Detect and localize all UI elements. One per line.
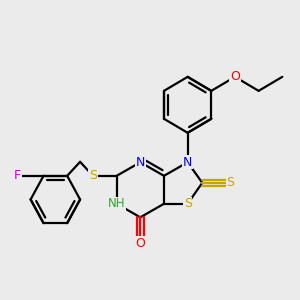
- Text: S: S: [89, 169, 97, 182]
- Text: N: N: [183, 156, 192, 169]
- Text: O: O: [135, 237, 145, 250]
- Text: N: N: [136, 156, 145, 169]
- Text: O: O: [230, 70, 240, 83]
- Text: S: S: [184, 197, 192, 210]
- Text: F: F: [14, 169, 21, 182]
- Text: NH: NH: [108, 197, 125, 210]
- Text: S: S: [226, 176, 234, 189]
